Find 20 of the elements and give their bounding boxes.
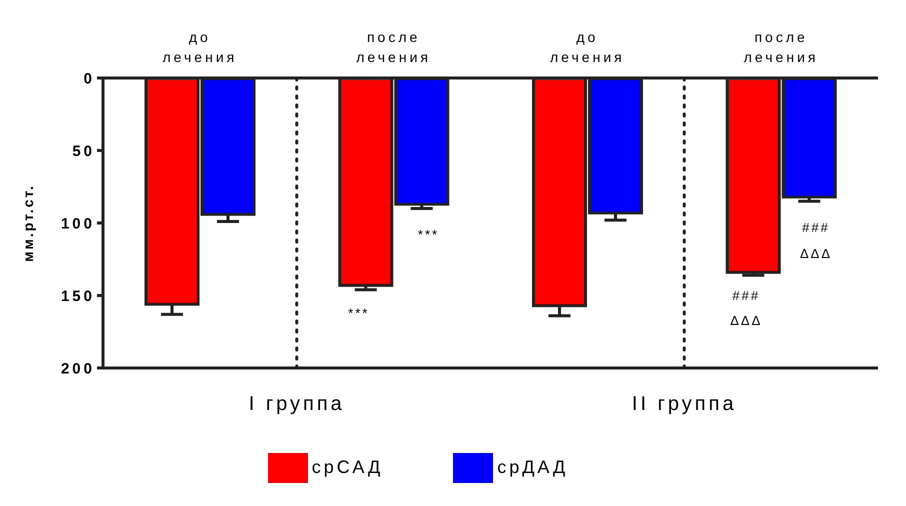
y-tick-label: 150 xyxy=(60,288,95,305)
annotation: ### xyxy=(802,220,830,235)
y-tick-label: 100 xyxy=(60,215,95,232)
text: II группа xyxy=(632,392,737,415)
y-axis-title: мм.рт.ст. xyxy=(20,184,36,262)
y-tick-label: 200 xyxy=(60,360,95,378)
annotation: ΔΔΔ xyxy=(730,312,762,328)
legend-label: срСАД xyxy=(312,456,384,477)
legend-label: срДАД xyxy=(497,456,568,477)
x-tick-label: до лечения xyxy=(550,29,625,65)
y-tick-label: 0 xyxy=(84,70,95,88)
text: I группа xyxy=(248,392,345,415)
x-tick-label: после лечения xyxy=(356,29,431,65)
x-tick-label: после лечения xyxy=(744,29,818,65)
x-tick-label: до лечения xyxy=(162,29,238,65)
annotation: ### xyxy=(732,288,760,304)
annotation: ΔΔΔ xyxy=(800,246,832,262)
y-tick-label: 50 xyxy=(72,142,95,160)
annotation: *** xyxy=(348,306,370,321)
annotation: *** xyxy=(418,227,440,242)
